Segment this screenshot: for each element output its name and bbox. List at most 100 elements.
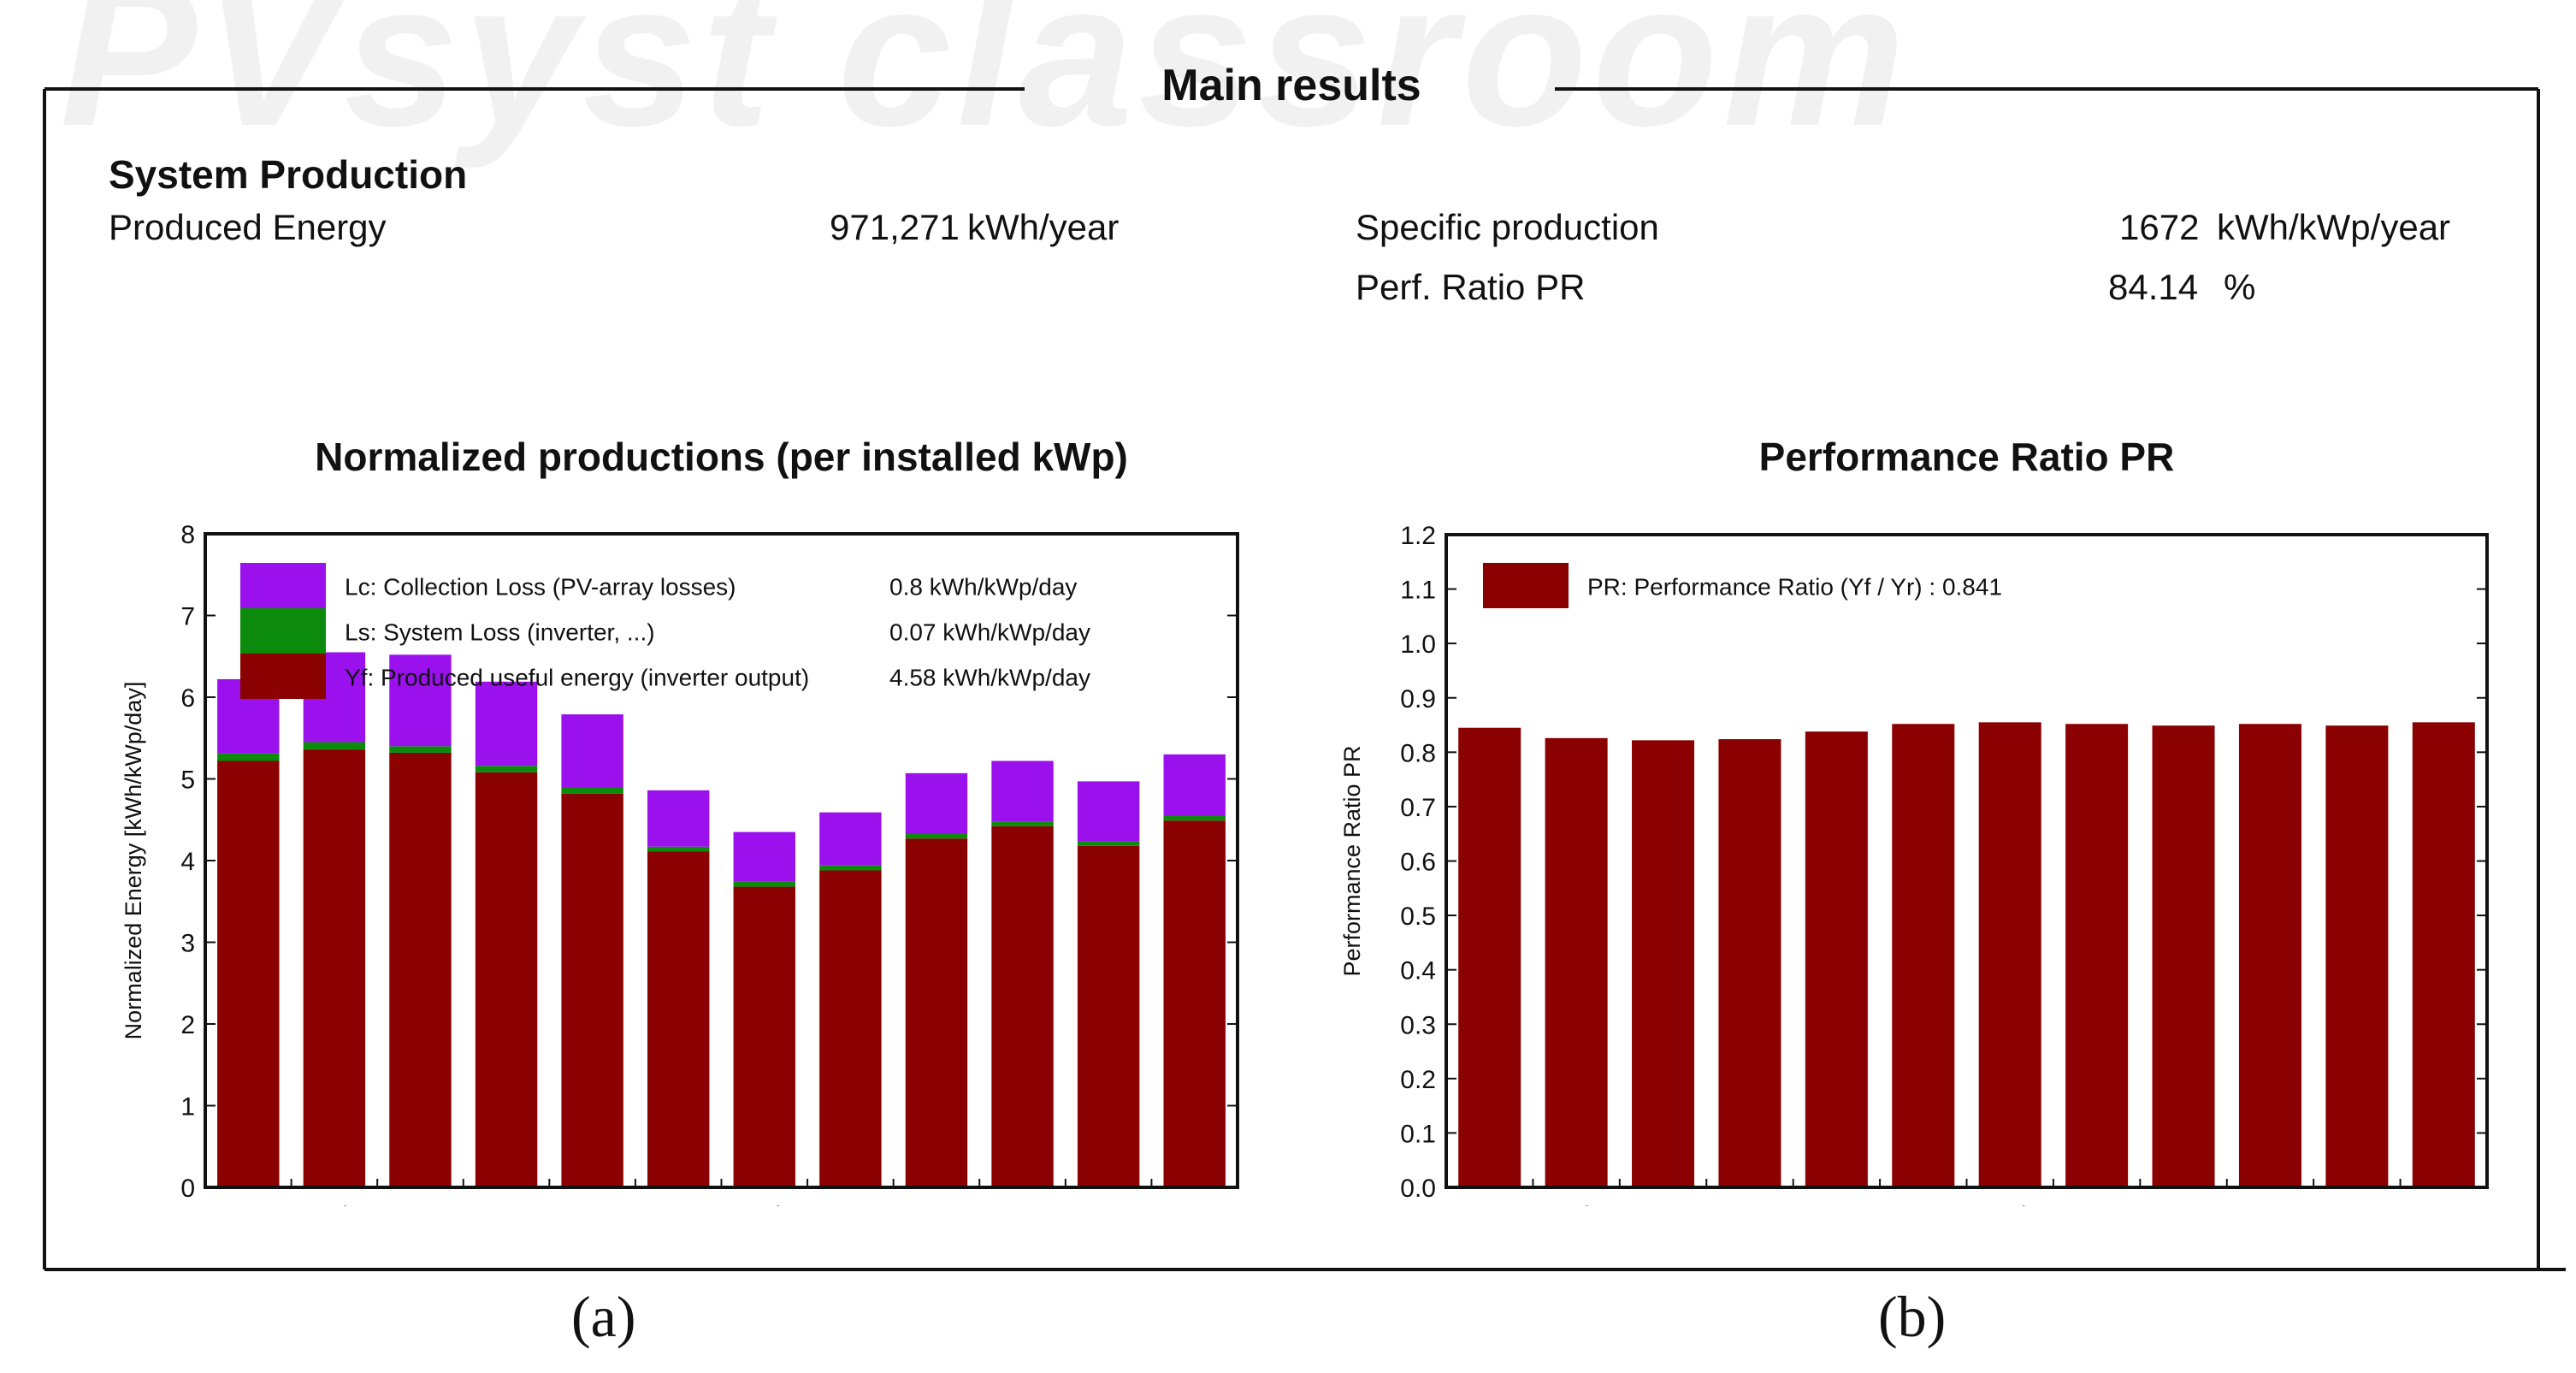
y-tick-label: 1.1 (1400, 577, 1436, 605)
y-tick-label: 1.2 (1400, 522, 1436, 550)
bar-yf-sep (905, 838, 968, 1187)
bar-ls-jul (733, 881, 796, 887)
y-tick-label: 0.2 (1400, 1066, 1436, 1094)
bar-lc-oct (991, 760, 1054, 822)
y-tick-label: 0 (180, 1175, 195, 1203)
bar-pr-jan (1458, 727, 1521, 1187)
perf-ratio-unit: % (2224, 267, 2256, 307)
y-tick-label: 7 (180, 603, 195, 631)
y-axis-label: Normalized Energy [kWh/kWp/day] (121, 682, 146, 1040)
watermark-text: PVsyst classroom (60, 0, 1911, 169)
legend-swatch (240, 608, 326, 654)
produced-energy-value: 971,271 (830, 207, 960, 247)
x-tick-label: Dec (2421, 1202, 2467, 1206)
bar-lc-sep (905, 772, 968, 834)
bar-ls-aug (819, 865, 882, 871)
y-tick-label: 0.4 (1400, 957, 1436, 985)
produced-energy-unit: kWh/year (967, 207, 1120, 247)
bar-lc-aug (819, 812, 882, 866)
legend-swatch (240, 654, 326, 699)
bar-yf-jan (217, 760, 280, 1187)
bar-pr-oct (2238, 724, 2301, 1187)
y-tick-label: 4 (180, 848, 195, 876)
x-tick-label: Nov (2334, 1202, 2379, 1206)
y-axis-label: Performance Ratio PR (1339, 745, 1365, 976)
bar-ls-jun (647, 846, 710, 852)
specific-production-value: 1672 (2119, 207, 2200, 247)
bar-yf-may (561, 793, 623, 1187)
bar-ls-sep (905, 833, 968, 839)
y-tick-label: 1.0 (1400, 630, 1436, 659)
bar-pr-aug (2065, 724, 2129, 1187)
bar-lc-may (561, 714, 623, 789)
y-tick-label: 8 (180, 521, 195, 549)
y-tick-label: 0.3 (1400, 1011, 1436, 1039)
x-tick-label: Dec (1172, 1202, 1217, 1206)
bar-lc-mar (389, 654, 452, 747)
x-tick-label: May (568, 1202, 617, 1206)
x-tick-label: Feb (1554, 1202, 1598, 1206)
x-tick-label: Mar (399, 1202, 443, 1206)
bar-ls-mar (389, 746, 452, 753)
bar-yf-mar (389, 752, 452, 1187)
perf-ratio-value: 84.14 (2108, 267, 2199, 307)
x-tick-label: Apr (1730, 1202, 1770, 1206)
plot-area (205, 534, 1238, 1187)
plot-border (1445, 533, 2489, 1189)
main-results-title: Main results (1161, 61, 1421, 110)
x-tick-label: Mar (1641, 1202, 1686, 1206)
specific-production-label: Specific production (1356, 207, 1659, 247)
plot-area (1446, 535, 2487, 1187)
y-tick-label: 5 (180, 766, 195, 795)
x-tick-label: Apr (487, 1202, 527, 1206)
bar-yf-dec (1163, 820, 1226, 1187)
bar-pr-dec (2412, 722, 2475, 1187)
legend-label: PR: Performance Ratio (Yf / Yr) : 0.841 (1587, 574, 2002, 601)
x-tick-label: Jun (1903, 1202, 1944, 1206)
x-tick-label: Jul (748, 1202, 781, 1206)
y-tick-label: 0.9 (1400, 685, 1436, 713)
bar-yf-nov (1077, 845, 1140, 1187)
legend-value: 0.8 kWh/kWp/day (889, 574, 1077, 601)
bar-yf-aug (819, 870, 882, 1187)
bar-pr-may (1805, 731, 1868, 1187)
caption-a: (a) (571, 1284, 636, 1349)
bar-ls-feb (303, 742, 366, 750)
legend-value: 4.58 kWh/kWp/day (889, 665, 1090, 691)
bar-yf-oct (991, 826, 1054, 1187)
x-tick-label: Oct (2250, 1202, 2290, 1206)
bar-ls-may (561, 788, 623, 794)
bar-pr-mar (1632, 740, 1695, 1187)
bar-ls-apr (475, 766, 538, 772)
y-tick-label: 0.7 (1400, 794, 1436, 822)
x-tick-label: Feb (312, 1202, 357, 1206)
caption-b: (b) (1878, 1284, 1947, 1349)
y-tick-label: 6 (180, 684, 195, 713)
perf-ratio-label: Perf. Ratio PR (1356, 267, 1586, 307)
x-tick-label: Jan (1469, 1202, 1510, 1206)
bar-yf-jul (733, 886, 796, 1187)
chart-title: Performance Ratio PR (1759, 436, 2175, 479)
bar-pr-nov (2325, 725, 2389, 1187)
legend-swatch (1483, 563, 1569, 608)
bar-yf-jun (647, 851, 710, 1187)
x-tick-label: Jan (227, 1202, 269, 1206)
y-tick-label: 0.1 (1400, 1120, 1436, 1148)
x-tick-label: Sep (913, 1202, 959, 1206)
produced-energy-label: Produced Energy (109, 207, 387, 247)
performance-ratio-chart: Performance Ratio PR 0.0 0.1 0.2 0.3 0.4 0.5 0.… (1339, 436, 2489, 1206)
system-production-heading: System Production (109, 152, 468, 197)
bar-ls-dec (1163, 815, 1226, 821)
bar-lc-jun (647, 790, 710, 847)
legend-label: Ls: System Loss (inverter, ...) (345, 619, 655, 646)
x-tick-label: Nov (1085, 1202, 1131, 1206)
bar-pr-feb (1545, 737, 1608, 1187)
bar-lc-apr (475, 681, 538, 766)
bar-pr-jul (1978, 722, 2041, 1187)
chart-title: Normalized productions (per installed kW… (315, 436, 1128, 479)
bar-lc-nov (1077, 781, 1140, 842)
legend-label: Lc: Collection Loss (PV-array losses) (345, 574, 736, 601)
x-tick-label: Aug (828, 1202, 873, 1206)
bar-lc-jul (733, 831, 796, 882)
